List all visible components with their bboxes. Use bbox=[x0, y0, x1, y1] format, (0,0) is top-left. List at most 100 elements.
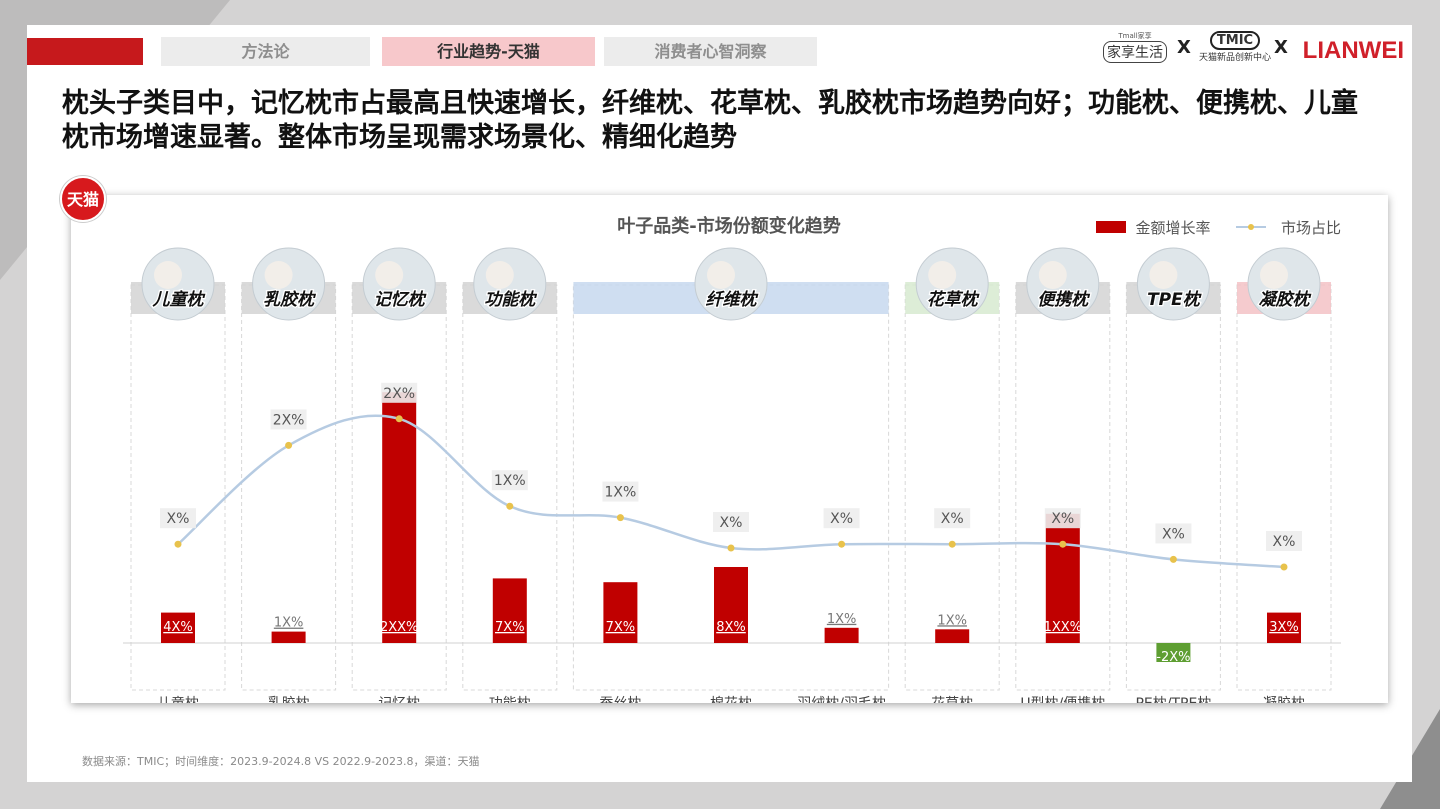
line-data-label: X% bbox=[830, 511, 853, 527]
line-point-蚕丝枕 bbox=[616, 514, 624, 522]
group-header-label: 功能枕 bbox=[484, 290, 537, 310]
thumbnail-pillow-shape bbox=[375, 261, 404, 289]
bar-儿童枕 bbox=[161, 612, 195, 643]
tmic-logo: TMIC 天猫新品创新中心 bbox=[1198, 31, 1271, 63]
page-headline: 枕头子类目中，记忆枕市占最高且快速增长，纤维枕、花草枕、乳胶枕市场趋势向好；功能… bbox=[62, 88, 1358, 153]
legend-label-share: 市场占比 bbox=[1281, 219, 1341, 237]
lianwei-logo: LIANWEI bbox=[1302, 37, 1404, 64]
bar-data-label: 1X% bbox=[274, 616, 304, 631]
group-header-label: 记忆枕 bbox=[374, 290, 427, 310]
line-data-label: 2X% bbox=[273, 412, 305, 428]
line-point-PE枕/TPE枕 bbox=[1169, 555, 1177, 563]
line-label-bg bbox=[160, 508, 196, 529]
line-point-功能枕 bbox=[506, 502, 514, 510]
group-header-label: 儿童枕 bbox=[152, 290, 206, 310]
category-column-frame bbox=[1125, 284, 1221, 691]
line-data-label: 2X% bbox=[383, 386, 415, 402]
line-label-bg bbox=[381, 382, 418, 403]
legend-swatch-bar bbox=[1096, 221, 1126, 233]
line-data-label: X% bbox=[1273, 534, 1296, 550]
tab-industry-trend-tmall[interactable]: 行业趋势-天猫 bbox=[382, 37, 595, 66]
bar-data-label: 8X% bbox=[716, 620, 746, 635]
line-point-乳胶枕 bbox=[285, 441, 293, 449]
line-label-bg bbox=[713, 512, 749, 532]
slide: 方法论 行业趋势-天猫 消费者心智洞察 Tmall家享 家享生活 X TMIC … bbox=[27, 25, 1412, 782]
group-header-label: 纤维枕 bbox=[706, 290, 759, 310]
bar-蚕丝枕 bbox=[603, 582, 638, 643]
bar-PE枕/TPE枕 bbox=[1156, 643, 1191, 662]
bar-凝胶枕 bbox=[1267, 612, 1301, 643]
thumbnail-pillow-shape bbox=[264, 261, 293, 289]
chart-card: 叶子品类-市场份额变化趋势 金额增长率 市场占比 儿童枕 乳胶枕 记忆枕 功能枕 纤维枕 花草枕… bbox=[71, 195, 1388, 703]
logo-separator-x: X bbox=[1177, 37, 1191, 58]
category-column-frame bbox=[130, 284, 226, 691]
category-column-frame bbox=[462, 284, 558, 691]
bar-data-label: 7X% bbox=[606, 620, 636, 635]
group-header-label: 乳胶枕 bbox=[263, 290, 316, 310]
x-tick-label: 儿童枕 bbox=[157, 695, 199, 703]
thumbnail-pillow-shape bbox=[1149, 261, 1178, 289]
bar-data-label: 4X% bbox=[163, 620, 193, 635]
thumbnail-pillow-shape bbox=[928, 261, 957, 289]
jiaxiang-logo: Tmall家享 家享生活 bbox=[1103, 31, 1167, 63]
legend-swatch-marker bbox=[1248, 224, 1254, 230]
category-column-frame bbox=[904, 284, 1000, 691]
line-label-bg bbox=[270, 409, 307, 430]
thumbnail-pillow-shape bbox=[707, 261, 735, 289]
data-source-note: 数据来源：TMIC；时间维度：2023.9-2024.8 VS 2022.9-2… bbox=[82, 755, 480, 768]
x-tick-label: 乳胶枕 bbox=[268, 695, 310, 703]
x-tick-label: 凝胶枕 bbox=[1263, 695, 1305, 703]
group-header-label: 便携枕 bbox=[1037, 290, 1090, 310]
thumbnail-pillow-shape bbox=[1038, 261, 1067, 289]
x-tick-label: 棉花枕 bbox=[710, 695, 752, 703]
thumbnail-pillow-shape bbox=[1260, 261, 1288, 289]
bar-记忆枕 bbox=[382, 392, 417, 643]
line-point-凝胶枕 bbox=[1280, 563, 1288, 571]
bar-U型枕/便携枕 bbox=[1045, 513, 1080, 643]
line-label-bg bbox=[1266, 531, 1302, 551]
tmall-badge: 天猫 bbox=[60, 176, 106, 222]
line-data-label: X% bbox=[1051, 511, 1074, 527]
logo-separator-x: X bbox=[1274, 37, 1288, 58]
legend-label-growth: 金额增长率 bbox=[1135, 219, 1210, 237]
x-tick-label: 花草枕 bbox=[931, 696, 973, 703]
bar-data-label: 7X% bbox=[495, 620, 525, 635]
category-column-frame bbox=[1015, 284, 1111, 691]
line-label-bg bbox=[1155, 523, 1192, 544]
x-tick-label: PE枕/TPE枕 bbox=[1135, 696, 1211, 703]
bar-data-label: -2X% bbox=[1156, 650, 1190, 665]
line-data-label: X% bbox=[720, 515, 743, 531]
thumbnail-pillow-shape bbox=[154, 261, 182, 289]
line-data-label: 1X% bbox=[604, 485, 636, 501]
group-header-label: 花草枕 bbox=[927, 290, 980, 310]
line-point-记忆枕 bbox=[395, 415, 403, 423]
line-label-bg bbox=[1044, 508, 1081, 529]
chart-title: 叶子品类-市场份额变化趋势 bbox=[617, 215, 840, 237]
group-header-label: TPE枕 bbox=[1147, 290, 1202, 310]
line-point-棉花枕 bbox=[727, 544, 735, 552]
bar-棉花枕 bbox=[714, 567, 748, 643]
tab-consumer-insight[interactable]: 消费者心智洞察 bbox=[604, 37, 817, 66]
nav-accent-block bbox=[27, 38, 143, 65]
x-tick-label: U型枕/便携枕 bbox=[1020, 696, 1105, 703]
line-point-羽绒枕/羽毛枕 bbox=[838, 540, 846, 548]
bar-羽绒枕/羽毛枕 bbox=[824, 627, 859, 643]
line-data-label: X% bbox=[941, 511, 964, 527]
line-label-bg bbox=[823, 508, 860, 529]
line-label-bg bbox=[602, 481, 639, 502]
line-point-儿童枕 bbox=[174, 540, 182, 548]
bar-花草枕 bbox=[935, 629, 970, 643]
x-tick-label: 蚕丝枕 bbox=[599, 696, 641, 703]
bar-乳胶枕 bbox=[271, 631, 306, 643]
line-point-花草枕 bbox=[948, 540, 956, 548]
line-point-U型枕/便携枕 bbox=[1059, 540, 1067, 548]
tab-methodology[interactable]: 方法论 bbox=[161, 37, 370, 66]
thumbnail-pillow-shape bbox=[485, 261, 514, 289]
category-column-frame bbox=[351, 284, 447, 691]
bar-data-label: 2XX% bbox=[380, 620, 418, 635]
market-share-line bbox=[177, 414, 1285, 569]
bar-data-label: 3X% bbox=[1269, 620, 1299, 635]
line-data-label: X% bbox=[1162, 526, 1185, 542]
x-tick-label: 羽绒枕/羽毛枕 bbox=[797, 696, 886, 703]
